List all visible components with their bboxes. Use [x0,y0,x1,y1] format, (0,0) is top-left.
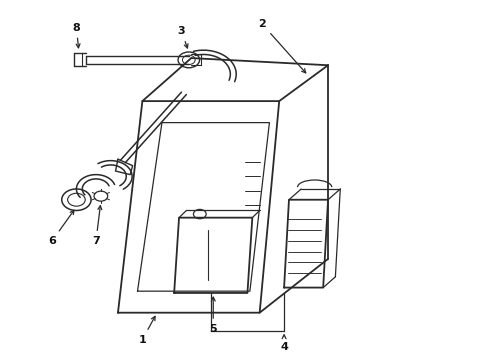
Text: 7: 7 [92,206,102,246]
Text: 1: 1 [139,316,155,345]
Text: 8: 8 [73,23,80,48]
Text: 2: 2 [258,19,306,73]
Text: 4: 4 [280,335,288,352]
Text: 3: 3 [178,26,188,48]
Text: 6: 6 [48,210,74,246]
Text: 5: 5 [209,297,217,334]
